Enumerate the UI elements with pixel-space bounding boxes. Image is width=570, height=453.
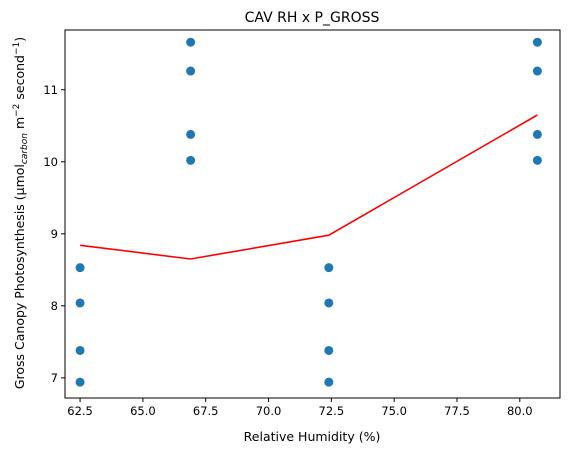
scatter-point [75, 377, 85, 387]
y-tick-label: 8 [51, 299, 58, 313]
x-tick-label: 65.0 [130, 404, 156, 418]
y-axis-label-close: ) [12, 37, 27, 42]
scatter-point [324, 377, 334, 387]
y-tick-label: 11 [43, 83, 58, 97]
scatter-point [324, 345, 334, 355]
chart-title: CAV RH x P_GROSS [245, 10, 380, 26]
y-axis-label-superscript1: −2 [12, 104, 22, 117]
scatter-point [532, 129, 542, 139]
plot-frame [64, 29, 561, 399]
scatter-point [532, 66, 542, 76]
x-tick-label: 77.5 [444, 404, 470, 418]
scatter-points [75, 37, 542, 387]
y-tick-label: 10 [43, 155, 58, 169]
scatter-point [324, 263, 334, 273]
y-axis-label-subscript: carbon [20, 133, 30, 164]
x-tick-label: 75.0 [381, 404, 407, 418]
x-tick-label: 67.5 [193, 404, 219, 418]
scatter-point [324, 298, 334, 308]
scatter-point [186, 37, 196, 47]
fit-line-layer [80, 114, 538, 260]
scatter-point [186, 129, 196, 139]
scatter-point [186, 155, 196, 165]
scatter-point [75, 345, 85, 355]
fit-line [80, 114, 538, 260]
x-axis-label: Relative Humidity (%) [244, 429, 381, 444]
x-tick-label: 72.5 [319, 404, 345, 418]
scatter-point [75, 298, 85, 308]
y-axis-label-unit1: m [12, 117, 27, 133]
y-axis-label-superscript2: −1 [12, 42, 22, 55]
y-axis-label-unit2: second [12, 55, 27, 104]
x-tick-label: 62.5 [67, 404, 93, 418]
plot-area: 62.5 65.0 67.5 70.0 72.5 75.0 77.5 80.0 7 8 9 10 11 [43, 29, 561, 418]
y-axis-label-main: Gross Canopy Photosynthesis (μmol [12, 164, 27, 389]
scatter-point [75, 263, 85, 273]
scatter-point [532, 37, 542, 47]
scatter-point [186, 66, 196, 76]
x-axis-ticks: 62.5 65.0 67.5 70.0 72.5 75.0 77.5 80.0 [67, 398, 533, 418]
y-axis-label: Gross Canopy Photosynthesis (μmolcarbon … [12, 37, 30, 389]
x-tick-label: 80.0 [507, 404, 533, 418]
y-tick-label: 7 [51, 371, 58, 385]
scatter-point [532, 155, 542, 165]
y-axis-ticks: 7 8 9 10 11 [43, 83, 65, 385]
y-tick-label: 9 [51, 227, 58, 241]
x-tick-label: 70.0 [256, 404, 282, 418]
